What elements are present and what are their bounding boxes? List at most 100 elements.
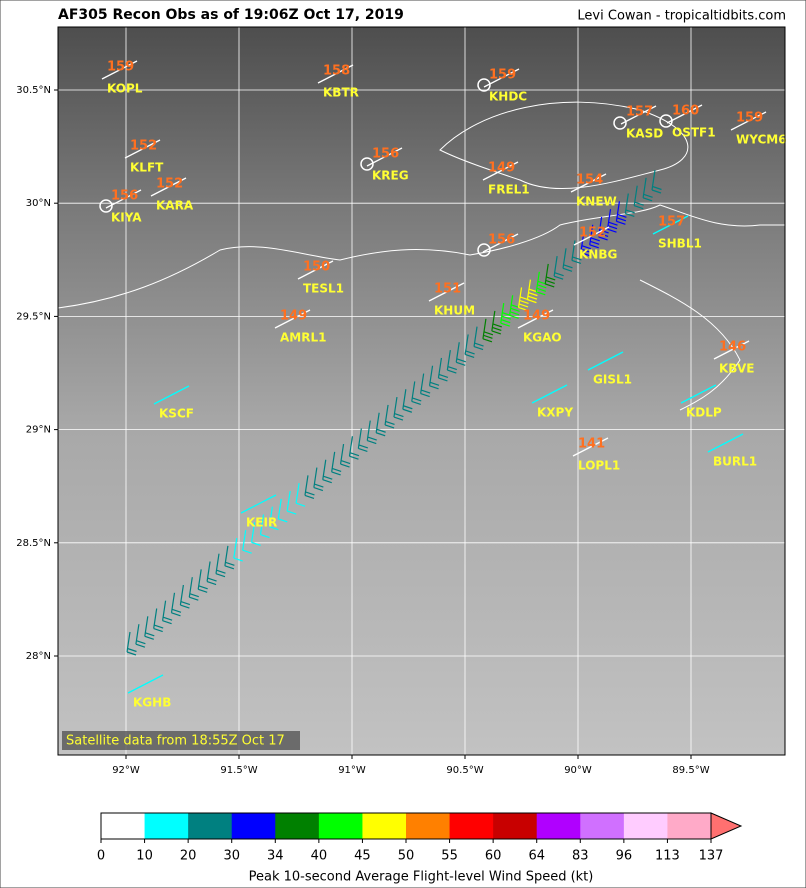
station-id: KARA [156,199,194,213]
barb-feather [643,193,653,198]
colorbar-tick-label: 60 [485,849,502,864]
station-value: 160 [672,104,699,119]
barb-feather [545,279,555,285]
colorbar-label: Peak 10-second Average Flight-level Wind… [249,870,594,885]
station-circle [477,243,491,257]
barb-feather [153,627,163,633]
station-barb [573,226,610,246]
station-value: 159 [489,68,516,83]
barb-feather [616,217,627,222]
barb-feather [509,314,519,319]
station-barb [531,384,568,404]
wind-barb [651,169,662,194]
barb-feather [581,248,591,253]
barb-feather [580,252,591,257]
station-id: KEIR [246,516,277,530]
barb-feather [314,483,324,488]
station-barb [707,433,744,453]
wind-barb [126,631,137,656]
barb-feather [447,366,458,371]
barb-feather [376,428,386,433]
station-value: 159 [736,111,763,126]
barb-feather [598,232,609,238]
station-circle [99,199,113,213]
barb-feather [358,444,369,449]
station-barb [517,309,554,329]
barb-feather [136,640,146,645]
barb-feather [224,565,235,570]
barb-feather [340,463,350,468]
barb-feather [233,557,243,562]
station-barb [666,104,703,124]
wind-barb [286,490,297,515]
station-id: KREG [372,169,409,183]
barb-feather [652,185,662,191]
station-id: KOPL [107,82,143,96]
wind-barb [402,389,413,413]
barb-feather [358,447,368,452]
barb-feather [651,189,662,194]
barb-feather [286,510,297,515]
wind-barb [571,240,582,265]
colorbar-tick-label: 137 [699,849,724,864]
wind-barb [233,537,243,562]
barb-feather [553,275,564,280]
station-id: KBVE [719,362,754,376]
lon-label: 89.5°W [672,765,709,776]
lake [439,101,689,190]
barb-staff [242,530,247,551]
barb-staff [286,490,291,512]
barb-feather [278,518,288,523]
barb-feather [304,494,315,499]
barb-feather [375,432,386,437]
barb-feather [456,358,466,363]
barb-feather [420,393,430,398]
barb-feather [510,307,520,312]
station-value: 152 [156,177,183,192]
barb-feather [242,549,252,554]
barb-feather [313,486,324,492]
colorbar-tick-label: 83 [572,849,589,864]
barb-feather [518,303,529,308]
barb-feather [465,350,475,355]
station-id: KDLP [686,406,722,420]
station-barb [240,494,277,514]
wind-barb [437,357,449,382]
barb-feather [607,228,617,233]
station-id: KGHB [133,696,171,710]
station-id: OSTF1 [672,126,716,140]
barb-feather [438,373,449,379]
station-id: KNEW [576,195,617,209]
barb-feather [483,334,493,339]
station-value: 159 [107,60,134,75]
barb-feather [634,201,644,206]
barb-feather [527,299,537,304]
station-barb [101,60,138,80]
wind-barb [224,545,235,570]
barb-feather [572,256,582,261]
barb-feather [216,569,226,574]
station-value: 156 [111,189,138,204]
station-value: 152 [130,139,157,154]
station-barb [297,260,334,280]
wind-barb [473,326,484,351]
station-id: WYCM6 [736,133,787,147]
barb-feather [616,220,626,225]
barb-feather [251,541,261,546]
station-id: FREL1 [488,183,530,197]
barb-feather [225,561,235,566]
wind-barb [482,318,494,343]
lat-label: 30°N [26,198,51,209]
barb-feather [322,479,332,484]
colorbar-box [188,813,233,839]
barb-feather [590,240,600,245]
barb-feather [482,338,493,343]
station-barb [570,173,607,193]
barb-feather [198,585,208,590]
barb-feather [331,467,342,472]
wind-barb [624,193,635,218]
station-value: 149 [488,161,515,176]
wind-barb [295,483,306,507]
barb-feather [501,319,511,324]
colorbar-box [231,813,276,839]
